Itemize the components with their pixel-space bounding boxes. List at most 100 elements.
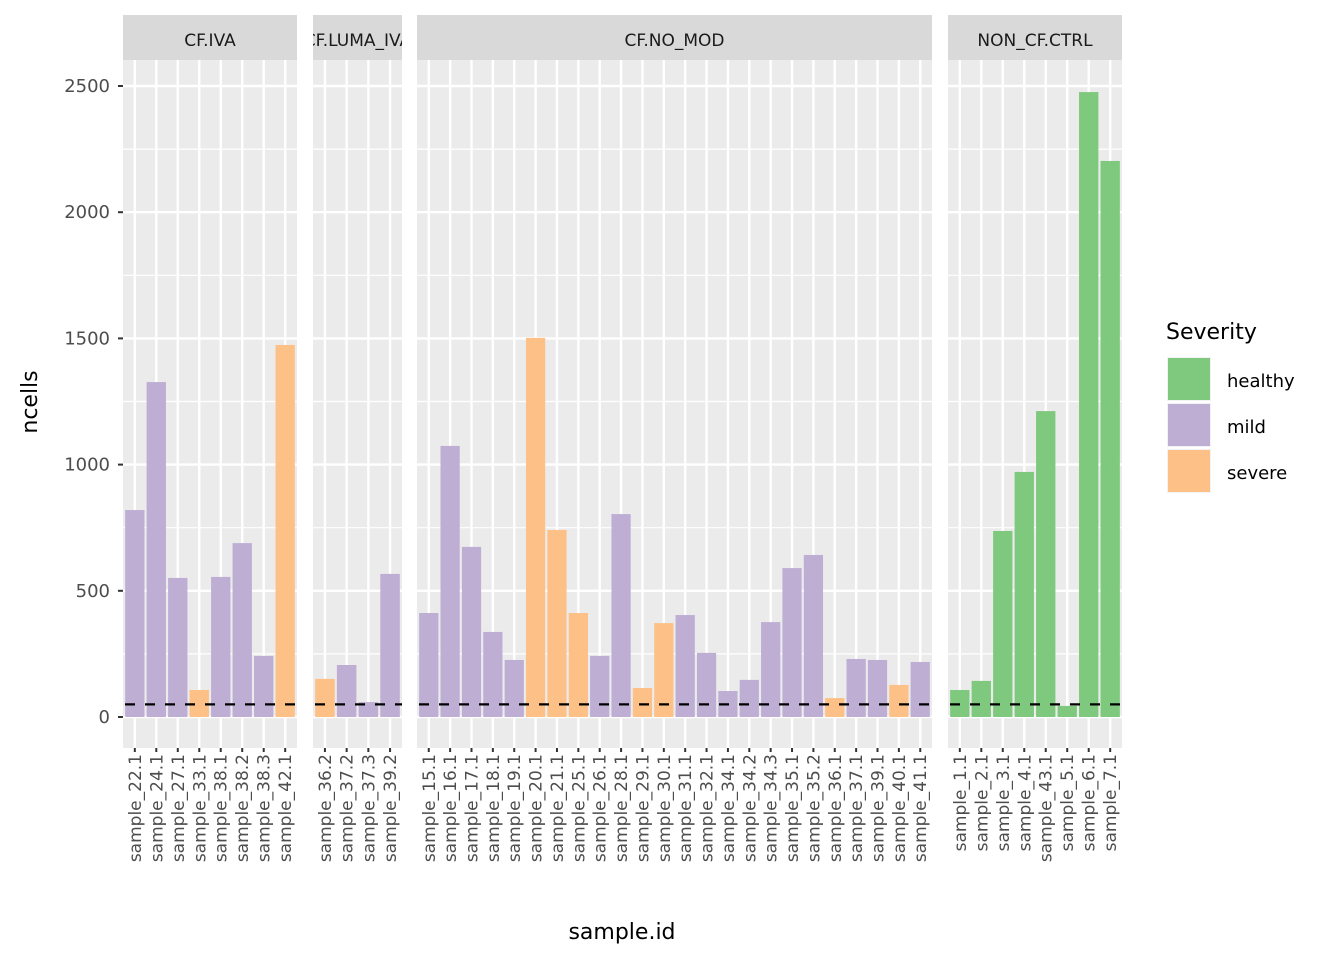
x-tick-label: sample_35.1 — [783, 754, 803, 862]
x-tick-label: sample_37.1 — [847, 754, 867, 862]
x-axis-title: sample.id — [568, 920, 675, 945]
facet-panel: NON_CF.CTRL sample_1.1 sample_2.1 sample_3.… — [948, 15, 1122, 862]
bar — [1079, 92, 1099, 717]
bar — [254, 655, 274, 717]
x-tick-label: sample_20.1 — [527, 754, 547, 862]
facet-strip-label: CF.IVA — [184, 31, 236, 51]
legend-label: severe — [1227, 463, 1287, 484]
bar — [825, 698, 845, 717]
bar — [739, 679, 759, 717]
bar — [889, 684, 909, 717]
x-tick-label: sample_3.1 — [994, 754, 1014, 851]
bar — [525, 337, 546, 717]
y-tick-label: 2000 — [64, 202, 110, 223]
bar — [275, 344, 295, 717]
bar — [846, 658, 866, 717]
bar — [211, 576, 231, 717]
bar — [358, 702, 379, 717]
x-tick-label: sample_17.1 — [462, 754, 482, 862]
bar — [1100, 160, 1120, 718]
bar — [380, 573, 400, 717]
facet-strip-label: NON_CF.CTRL — [977, 31, 1093, 51]
bar — [336, 665, 357, 717]
panel-background — [417, 60, 932, 748]
x-tick-label: sample_26.1 — [591, 754, 611, 862]
x-tick-label: sample_38.2 — [233, 754, 253, 862]
legend-label: mild — [1227, 417, 1266, 438]
x-tick-label: sample_37.2 — [338, 754, 358, 862]
bar — [971, 680, 991, 717]
bar — [125, 510, 145, 717]
x-tick-label: sample_22.1 — [126, 754, 146, 862]
x-tick-label: sample_31.1 — [676, 754, 696, 862]
bar — [168, 577, 188, 717]
legend-label: healthy — [1227, 371, 1295, 392]
bar — [1057, 705, 1077, 717]
bar — [993, 530, 1013, 717]
x-tick-label: sample_7.1 — [1101, 754, 1121, 851]
bar — [910, 661, 930, 717]
y-tick-label: 0 — [99, 707, 110, 728]
bar — [568, 613, 588, 717]
bar — [146, 382, 166, 717]
y-axis: 0 500 1000 1500 2000 2500 — [64, 76, 123, 728]
legend-swatch-mild — [1168, 404, 1210, 446]
x-tick-label: sample_29.1 — [633, 754, 653, 862]
facet-strip-label: CF.LUMA_IVA — [304, 31, 412, 51]
x-tick-label: sample_25.1 — [569, 754, 589, 862]
x-tick-label: sample_15.1 — [420, 754, 440, 862]
bar — [483, 631, 503, 717]
x-tick-label: sample_6.1 — [1080, 754, 1100, 851]
x-tick-label: sample_19.1 — [505, 754, 525, 862]
x-tick-label: sample_38.3 — [255, 754, 275, 862]
x-tick-label: sample_37.3 — [359, 754, 379, 862]
x-tick-label: sample_39.2 — [381, 754, 401, 862]
bar — [696, 652, 717, 717]
bar — [504, 659, 524, 717]
x-tick-label: sample_43.1 — [1037, 754, 1057, 862]
y-tick-label: 1500 — [64, 328, 110, 349]
bar — [675, 615, 695, 717]
x-tick-label: sample_27.1 — [169, 754, 189, 862]
x-tick-label: sample_34.3 — [762, 754, 782, 862]
bar — [867, 659, 888, 717]
x-tick-label: sample_34.2 — [740, 754, 760, 862]
x-tick-label: sample_41.1 — [911, 754, 931, 862]
legend-swatch-healthy — [1168, 358, 1210, 400]
x-tick-label: sample_21.1 — [548, 754, 568, 862]
x-tick-label: sample_36.2 — [316, 754, 336, 862]
y-tick-label: 1000 — [64, 455, 110, 476]
facet-panel: CF.NO_MOD sample_15.1 sample_16.1 sample_17… — [417, 15, 932, 862]
x-tick-label: sample_24.1 — [147, 754, 167, 862]
bar — [803, 554, 824, 717]
bar — [761, 622, 781, 717]
y-tick-label: 500 — [76, 581, 110, 602]
x-tick-label: sample_39.1 — [869, 754, 889, 862]
facet-strip — [313, 15, 402, 60]
x-tick-label: sample_33.1 — [190, 754, 210, 862]
x-tick-label: sample_2.1 — [972, 754, 992, 851]
x-tick-label: sample_30.1 — [655, 754, 675, 862]
bar — [654, 623, 674, 717]
bar — [419, 613, 439, 717]
x-tick-label: sample_42.1 — [276, 754, 296, 862]
bar — [189, 689, 209, 717]
bar — [611, 514, 631, 717]
bar — [461, 546, 482, 717]
x-tick-label: sample_1.1 — [951, 754, 971, 851]
bar — [315, 678, 335, 717]
x-tick-label: sample_34.1 — [719, 754, 739, 862]
facet-strip-label: CF.NO_MOD — [624, 31, 724, 51]
legend: Severity healthy mild severe — [1166, 320, 1295, 493]
bar — [1036, 411, 1056, 717]
bar — [440, 445, 460, 717]
x-tick-label: sample_32.1 — [698, 754, 718, 862]
x-tick-label: sample_28.1 — [612, 754, 632, 862]
legend-swatch-severe — [1168, 450, 1210, 492]
x-tick-label: sample_40.1 — [890, 754, 910, 862]
x-tick-label: sample_36.1 — [826, 754, 846, 862]
